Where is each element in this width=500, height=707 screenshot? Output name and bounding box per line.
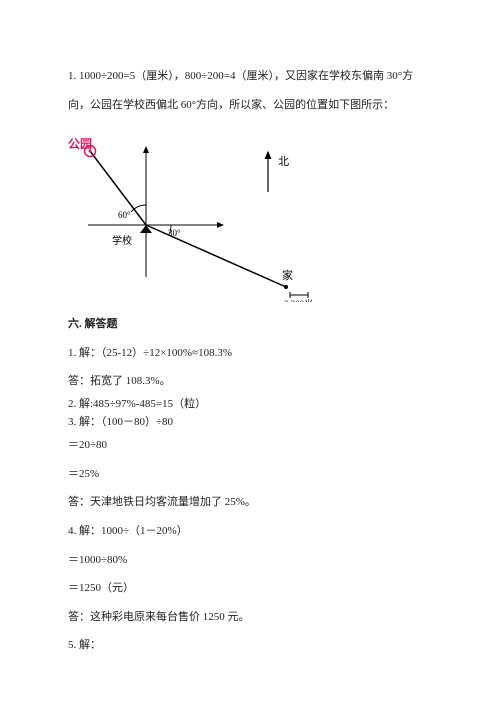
angle-60-label: 60°	[118, 210, 131, 220]
q3-work-2: ＝20÷80	[68, 431, 432, 460]
q1-work: 1. 解：（25-12）÷12×100%≈108.3%	[68, 339, 432, 368]
q4-work-3: ＝1250（元）	[68, 574, 432, 603]
q3-work-3: ＝25%	[68, 460, 432, 489]
home-line	[146, 225, 286, 287]
home-label: 家	[282, 268, 293, 282]
q3-answer: 答：天津地铁日均客流量增加了 25%。	[68, 488, 432, 517]
diagram-container: 北 家 60° 30° 学校 0 200米 公园	[68, 127, 432, 302]
q4-work-1: 4. 解：1000÷（1－20%）	[68, 517, 432, 546]
angle-30-label: 30°	[168, 228, 181, 238]
q4-answer: 答：这种彩电原来每台售价 1250 元。	[68, 603, 432, 632]
q2-work: 2. 解:485÷97%-485=15（粒）	[68, 396, 432, 414]
q5-work: 5. 解：	[68, 631, 432, 660]
q3-work-1: 3. 解：（100－80）÷80	[68, 414, 432, 432]
section-6-title: 六. 解答题	[68, 310, 432, 339]
intro-line-2: 向，公园在学校西偏北 60°方向，所以家、公园的位置如下图所示：	[68, 91, 432, 120]
page-body: 1. 1000÷200=5（厘米），800÷200=4（厘米），又因家在学校东偏…	[0, 0, 500, 700]
q4-work-2: ＝1000÷80%	[68, 546, 432, 575]
intro-line-1: 1. 1000÷200=5（厘米），800÷200=4（厘米），又因家在学校东偏…	[68, 62, 432, 91]
park-label: 公园	[68, 129, 92, 160]
q1-answer: 答：拓宽了 108.3%。	[68, 367, 432, 396]
school-label: 学校	[112, 234, 132, 247]
direction-diagram: 北 家 60° 30° 学校 0 200米	[68, 127, 368, 302]
scale-label: 0 200米	[284, 298, 313, 302]
north-label: 北	[278, 155, 289, 168]
home-marker-icon	[284, 285, 288, 289]
